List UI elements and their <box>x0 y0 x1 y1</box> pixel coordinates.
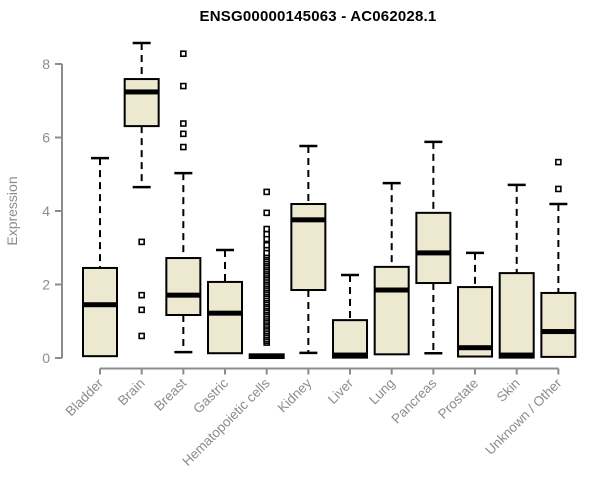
median-line <box>374 287 409 293</box>
median-line <box>208 310 243 316</box>
iqr-box <box>540 291 577 358</box>
y-tick-label: 8 <box>42 56 50 72</box>
outlier-point <box>138 306 145 314</box>
y-axis: 0 2 4 6 8 <box>42 56 63 366</box>
outlier-point <box>263 225 270 233</box>
outlier-point <box>263 241 270 249</box>
outlier-point <box>180 130 187 138</box>
x-tick-label-brain: Brain <box>115 376 148 409</box>
iqr-box <box>457 286 494 358</box>
iqr-box <box>498 272 535 359</box>
iqr-box <box>165 257 202 317</box>
x-tick-label-breast: Breast <box>151 375 189 413</box>
median-line <box>291 217 326 223</box>
outlier-point <box>263 230 270 238</box>
outlier-point <box>555 158 562 166</box>
box-group-breast <box>165 50 202 354</box>
box-group-lung <box>373 181 410 356</box>
median-line <box>166 292 201 298</box>
iqr-box <box>82 266 118 358</box>
outlier-point <box>263 188 270 196</box>
y-tick-label: 0 <box>42 350 50 366</box>
outlier-point <box>180 82 187 90</box>
outlier-point <box>263 209 270 217</box>
x-tick-label-liver: Liver <box>325 375 357 407</box>
iqr-box <box>415 211 452 285</box>
outlier-point <box>180 50 187 58</box>
outlier-point <box>138 238 145 246</box>
x-tick-label-gastric: Gastric <box>190 375 231 416</box>
median-line <box>333 352 368 358</box>
x-tick-label-skin: Skin <box>494 376 523 405</box>
box-group-bladder <box>82 156 118 358</box>
y-tick-label: 2 <box>42 277 50 293</box>
median-line <box>541 329 576 335</box>
y-tick-label: 4 <box>42 203 50 219</box>
box-group-liver <box>332 273 369 359</box>
box-group-kidney <box>290 144 327 355</box>
iqr-box <box>290 203 327 292</box>
outlier-point <box>180 143 187 151</box>
x-tick-label-lung: Lung <box>366 376 398 408</box>
median-line <box>416 250 451 256</box>
x-tick-label-pancreas: Pancreas <box>389 375 440 426</box>
box-group-hematopoietic-cells <box>248 188 285 360</box>
box-group-skin <box>498 183 535 359</box>
x-tick-label-kidney: Kidney <box>275 375 315 415</box>
iqr-box <box>373 265 410 356</box>
outlier-point <box>180 120 187 127</box>
median-line <box>458 345 493 351</box>
median-line <box>499 352 534 358</box>
iqr-box <box>332 319 369 359</box>
iqr-box <box>123 78 160 128</box>
median-line <box>249 354 284 360</box>
box-group-prostate <box>457 251 494 358</box>
outlier-point <box>138 332 145 340</box>
x-tick-label-prostate: Prostate <box>435 376 481 422</box>
x-tick-label-bladder: Bladder <box>63 375 107 419</box>
box-group-gastric <box>207 248 244 355</box>
x-tick-label-unknown-other: Unknown / Other <box>482 375 565 458</box>
box-group-brain <box>123 41 160 340</box>
outlier-point <box>555 185 562 193</box>
box-group-unknown-other <box>540 158 577 358</box>
outlier-point <box>138 291 145 299</box>
iqr-box <box>207 280 244 355</box>
chart-title: ENSG00000145063 - AC062028.1 <box>199 8 437 25</box>
y-tick-label: 6 <box>42 130 50 146</box>
median-line <box>83 302 117 308</box>
median-line <box>124 89 159 95</box>
box-group-pancreas <box>415 140 452 355</box>
